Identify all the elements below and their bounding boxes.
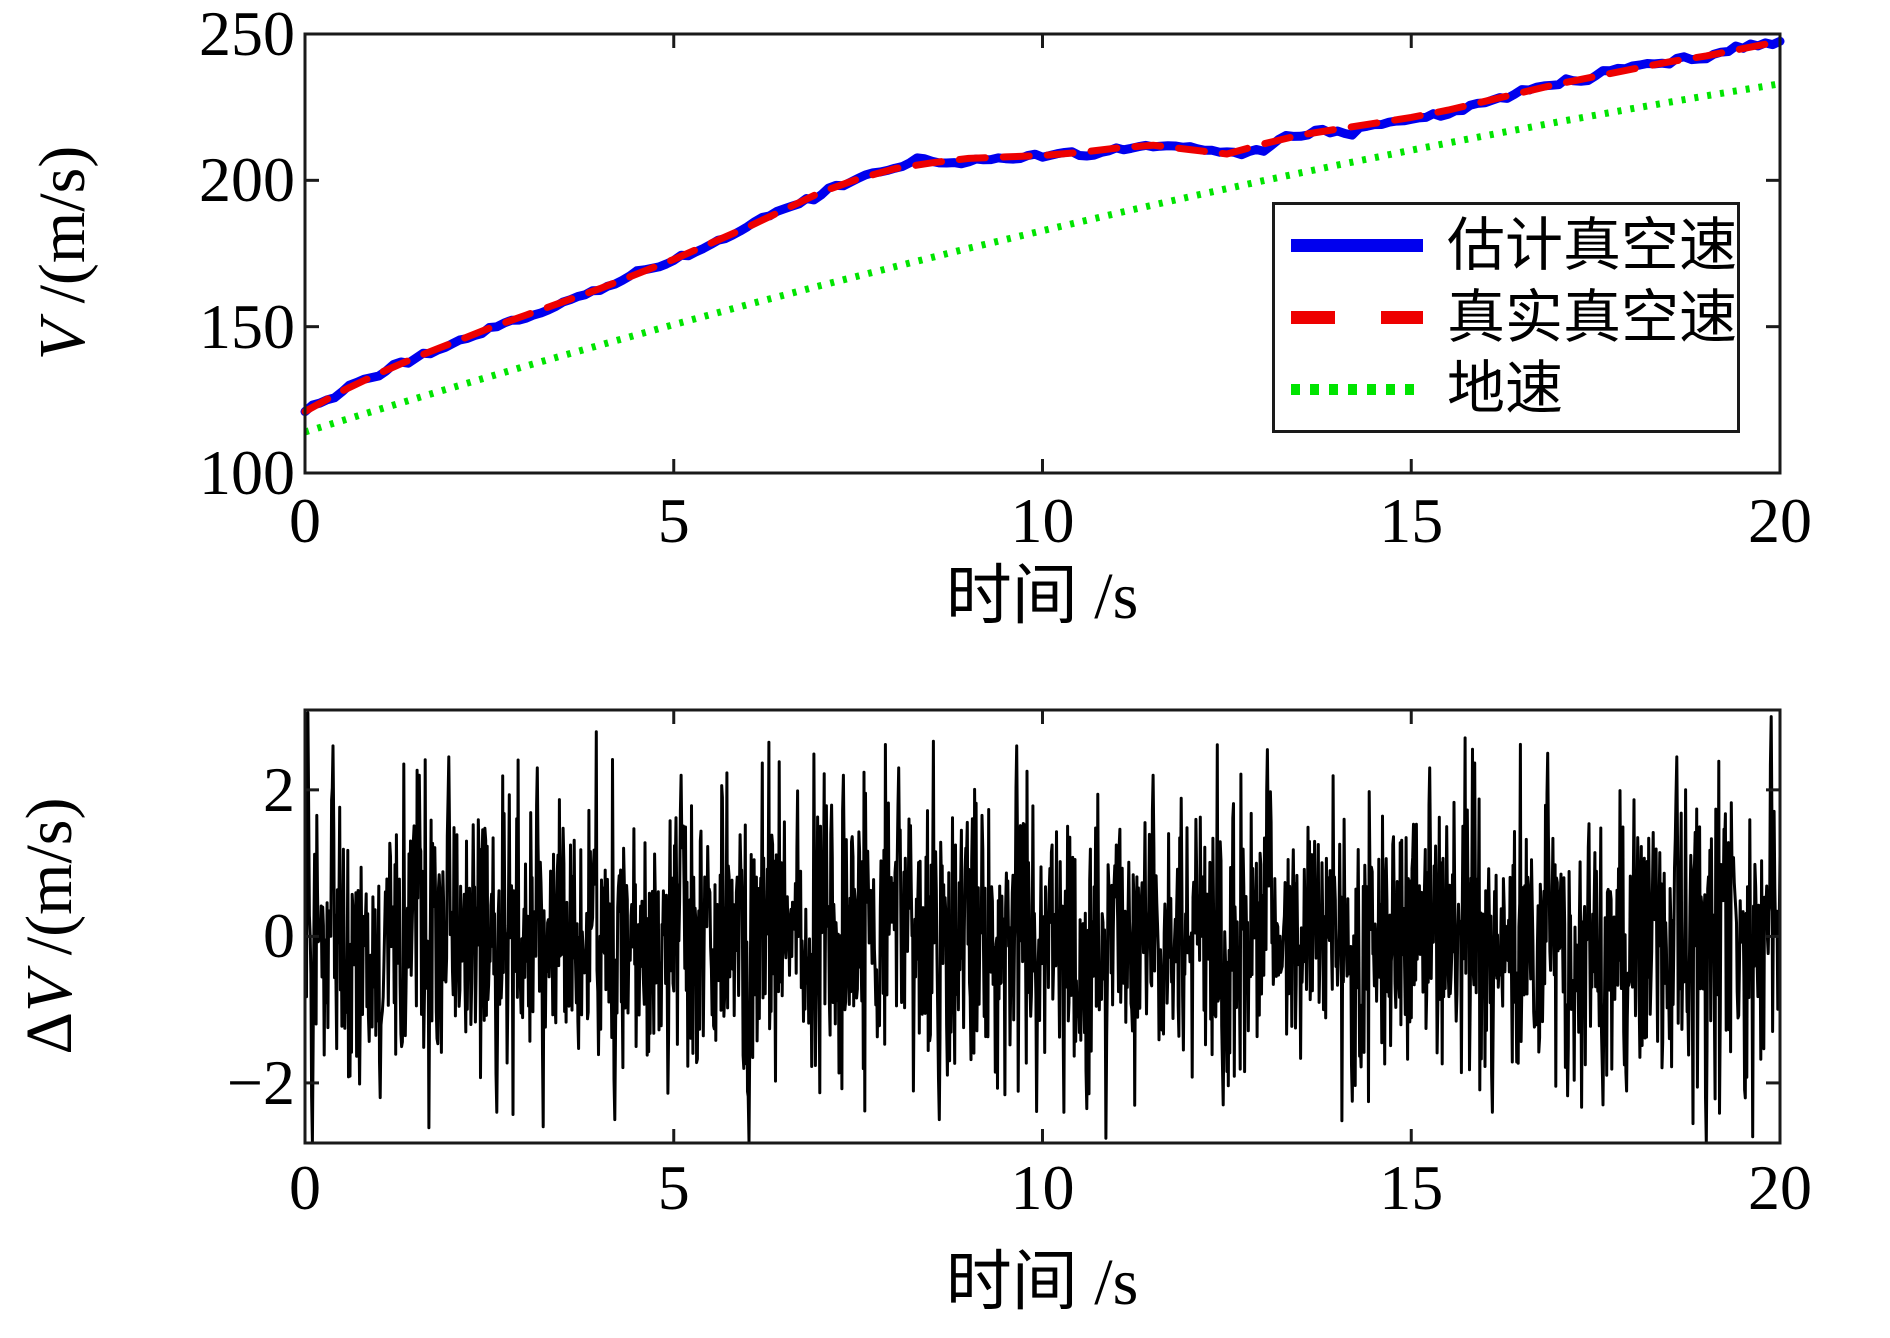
top-x-axis-label: 时间 /s xyxy=(945,560,1139,633)
x-tick-label: 5 xyxy=(657,1152,690,1223)
legend-entry-estimated-airspeed: 估计真空速 xyxy=(1291,212,1738,278)
bottom-y-axis-label: ΔV /(m/s) xyxy=(13,696,86,1156)
legend-label: 地速 xyxy=(1447,356,1564,422)
legend-entry-ground-speed: 地速 xyxy=(1291,358,1737,420)
bottom-ylabel-unit: /(m/s) xyxy=(13,797,86,972)
y-tick-label: 250 xyxy=(199,0,295,69)
bottom-ylabel-delta: Δ xyxy=(13,1012,86,1055)
y-tick-label: 150 xyxy=(199,290,295,362)
top-y-axis-label: V /(m/s) xyxy=(26,23,99,483)
solid-line-sample-icon xyxy=(1291,239,1423,253)
x-tick-label: 5 xyxy=(657,485,690,556)
bottom-x-axis-label: 时间 /s xyxy=(945,1246,1139,1319)
x-tick-label: 10 xyxy=(1010,1152,1075,1223)
series-ΔV xyxy=(303,711,1782,1145)
x-tick-label: 15 xyxy=(1379,485,1444,556)
top-ylabel-unit: /(m/s) xyxy=(26,145,99,320)
x-tick-label: 20 xyxy=(1748,1152,1812,1223)
y-tick-label: 100 xyxy=(199,437,295,508)
x-tick-label: 20 xyxy=(1748,485,1812,556)
x-tick-label: 0 xyxy=(289,1152,321,1223)
legend: 估计真空速 真实真空速 地速 xyxy=(1272,202,1740,433)
legend-label: 真实真空速 xyxy=(1447,284,1738,350)
top-ylabel-variable: V xyxy=(26,319,99,361)
x-tick-label: 15 xyxy=(1379,1152,1444,1223)
bottom-chart xyxy=(303,708,1782,1145)
legend-entry-true-airspeed: 真实真空速 xyxy=(1291,284,1738,350)
x-tick-label: 10 xyxy=(1010,485,1075,556)
top-chart xyxy=(300,32,1785,475)
bottom-ylabel-variable: V xyxy=(13,971,86,1013)
y-tick-label: 2 xyxy=(263,753,295,825)
series-真实真空速 xyxy=(301,37,1784,415)
y-tick-label: 0 xyxy=(263,900,295,972)
x-tick-label: 0 xyxy=(289,485,321,556)
dashed-line-sample-icon xyxy=(1291,311,1423,324)
legend-label: 估计真空速 xyxy=(1447,212,1738,278)
dotted-line-sample-icon xyxy=(1291,383,1423,395)
y-tick-label: 200 xyxy=(199,144,295,216)
y-tick-label: −2 xyxy=(226,1046,295,1118)
